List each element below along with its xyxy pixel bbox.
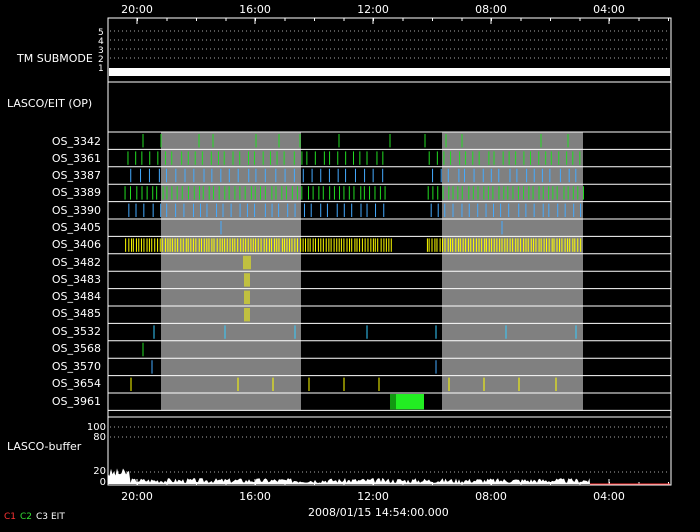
legend-c2: C2 <box>20 512 33 522</box>
buffer-level-label: 80 <box>93 432 106 443</box>
lasco-buffer-label: LASCO-buffer <box>7 440 82 453</box>
os-row-label: OS_3387 <box>51 169 101 182</box>
top-tick-label: 12:00 <box>357 3 389 16</box>
bottom-tick-label: 12:00 <box>357 490 389 503</box>
top-tick-label: 08:00 <box>475 3 507 16</box>
os-row-label: OS_3961 <box>51 395 101 408</box>
buffer-trace-fill <box>108 468 590 484</box>
tm-level-label: 1 <box>98 64 104 74</box>
bottom-tick-label: 08:00 <box>475 490 507 503</box>
os-row-label: OS_3342 <box>51 135 101 148</box>
os-row-label: OS_3654 <box>51 377 101 390</box>
os-row-label: OS_3484 <box>51 290 101 303</box>
buffer-level-label: 0 <box>99 477 106 488</box>
tm-level-label: 5 <box>98 28 104 38</box>
tm-level-label: 3 <box>98 46 104 56</box>
lasco-eit-label: LASCO/EIT (OP) <box>7 97 93 110</box>
tm-level-label: 2 <box>98 55 104 65</box>
os-row-label: OS_3389 <box>51 186 101 199</box>
os-row-label: OS_3485 <box>51 307 101 320</box>
legend-c1: C1 <box>4 512 17 522</box>
os-row-label: OS_3570 <box>51 360 101 373</box>
buffer-level-label: 20 <box>93 466 106 477</box>
os-row-label: OS_3405 <box>51 221 101 234</box>
os-3961-block <box>390 394 424 410</box>
top-tick-label: 20:00 <box>121 3 153 16</box>
os-row-label: OS_3532 <box>51 325 101 338</box>
timestamp: 2008/01/15 14:54:00.000 <box>308 506 449 519</box>
os-3961-block-edge <box>390 394 396 410</box>
os-row-label: OS_3482 <box>51 256 101 269</box>
tm-level-label: 4 <box>98 37 104 47</box>
top-tick-label: 04:00 <box>593 3 625 16</box>
tm-submode-label: TM SUBMODE <box>17 52 93 65</box>
os-row-label: OS_3483 <box>51 273 101 286</box>
bottom-tick-label: 04:00 <box>593 490 625 503</box>
os-row-label: OS_3406 <box>51 238 101 251</box>
bottom-tick-label: 16:00 <box>239 490 271 503</box>
os-row-label: OS_3568 <box>51 342 101 355</box>
buffer-level-label: 100 <box>86 422 106 433</box>
legend-eit: EIT <box>51 512 65 522</box>
top-tick-label: 16:00 <box>239 3 271 16</box>
os-row-label: OS_3361 <box>51 152 101 165</box>
tm-submode-bar <box>109 68 670 76</box>
bottom-tick-label: 20:00 <box>121 490 153 503</box>
legend-c3: C3 <box>36 512 49 522</box>
os-row-label: OS_3390 <box>51 204 101 217</box>
plot-frame <box>107 17 672 486</box>
